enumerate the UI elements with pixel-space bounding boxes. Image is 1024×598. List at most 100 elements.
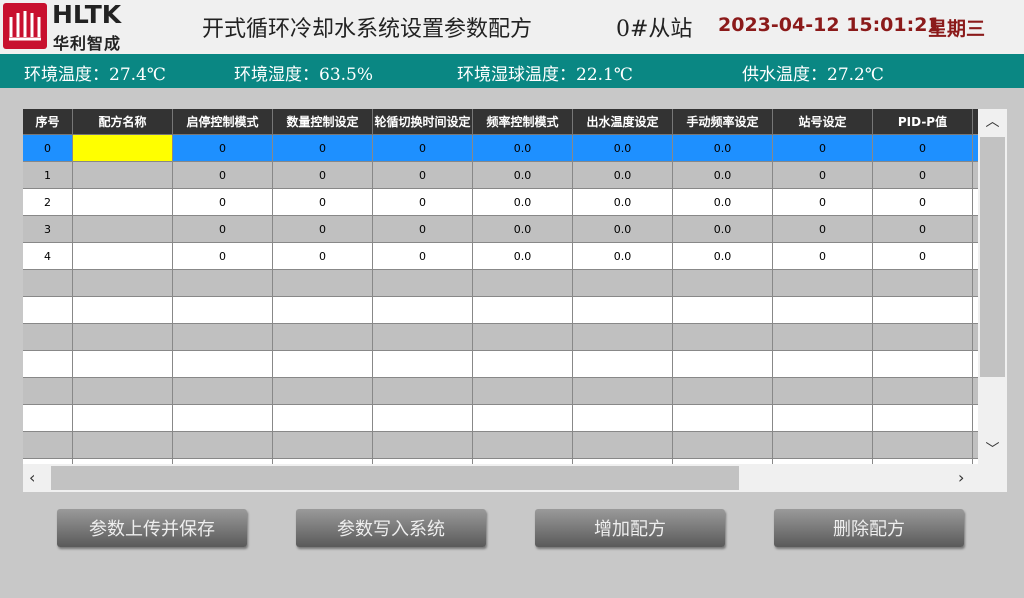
empty-cell[interactable] xyxy=(873,297,973,324)
empty-cell[interactable] xyxy=(673,324,773,351)
table-cell[interactable]: 0 xyxy=(373,189,473,216)
empty-cell[interactable] xyxy=(373,459,473,464)
empty-cell[interactable] xyxy=(373,351,473,378)
table-cell[interactable]: 0.0 xyxy=(473,243,573,270)
empty-cell[interactable] xyxy=(673,297,773,324)
h-scrollbar[interactable]: ‹ › xyxy=(23,464,1007,492)
table-cell[interactable]: 0 xyxy=(173,135,273,162)
empty-cell[interactable] xyxy=(23,378,73,405)
empty-cell[interactable] xyxy=(973,135,978,162)
table-cell[interactable]: 0.0 xyxy=(573,243,673,270)
table-cell[interactable]: 0 xyxy=(373,216,473,243)
empty-cell[interactable] xyxy=(573,405,673,432)
empty-cell[interactable] xyxy=(473,459,573,464)
table-cell[interactable]: 0 xyxy=(173,189,273,216)
table-cell[interactable]: 0 xyxy=(173,162,273,189)
empty-cell[interactable] xyxy=(773,432,873,459)
empty-cell[interactable] xyxy=(873,378,973,405)
empty-cell[interactable] xyxy=(873,459,973,464)
empty-cell[interactable] xyxy=(473,324,573,351)
empty-cell[interactable] xyxy=(373,297,473,324)
table-cell[interactable]: 0 xyxy=(273,162,373,189)
table-cell[interactable]: 0.0 xyxy=(673,243,773,270)
empty-cell[interactable] xyxy=(573,270,673,297)
empty-cell[interactable] xyxy=(973,189,978,216)
table-cell[interactable]: 0.0 xyxy=(473,216,573,243)
empty-cell[interactable] xyxy=(873,351,973,378)
empty-cell[interactable] xyxy=(373,324,473,351)
empty-cell[interactable] xyxy=(473,297,573,324)
empty-cell[interactable] xyxy=(23,459,73,464)
empty-cell[interactable] xyxy=(973,270,978,297)
empty-cell[interactable] xyxy=(273,405,373,432)
empty-cell[interactable] xyxy=(473,432,573,459)
table-cell[interactable]: 0 xyxy=(273,189,373,216)
empty-cell[interactable] xyxy=(773,324,873,351)
empty-cell[interactable] xyxy=(773,459,873,464)
table-cell[interactable]: 0 xyxy=(273,243,373,270)
empty-cell[interactable] xyxy=(473,351,573,378)
empty-cell[interactable] xyxy=(873,405,973,432)
action-button[interactable]: 参数上传并保存 xyxy=(57,509,247,547)
empty-cell[interactable] xyxy=(73,162,173,189)
empty-cell[interactable] xyxy=(773,270,873,297)
table-cell[interactable]: 0 xyxy=(373,162,473,189)
scroll-down[interactable]: ﹀ xyxy=(985,442,1000,458)
empty-cell[interactable] xyxy=(573,297,673,324)
table-cell[interactable]: 3 xyxy=(23,216,73,243)
empty-cell[interactable] xyxy=(673,459,773,464)
empty-cell[interactable] xyxy=(673,270,773,297)
scroll-thumb[interactable] xyxy=(980,137,1005,377)
empty-cell[interactable] xyxy=(73,351,173,378)
table-cell[interactable]: 0 xyxy=(873,243,973,270)
empty-cell[interactable] xyxy=(173,297,273,324)
table-cell[interactable]: 0.0 xyxy=(473,135,573,162)
empty-cell[interactable] xyxy=(273,432,373,459)
empty-cell[interactable] xyxy=(23,351,73,378)
empty-cell[interactable] xyxy=(673,405,773,432)
table-cell[interactable]: 0 xyxy=(773,243,873,270)
empty-cell[interactable] xyxy=(73,405,173,432)
table-cell[interactable]: 0.0 xyxy=(573,162,673,189)
empty-cell[interactable] xyxy=(73,216,173,243)
table-cell[interactable]: 0 xyxy=(173,216,273,243)
table-cell[interactable]: 0 xyxy=(773,162,873,189)
table-cell[interactable]: 0 xyxy=(773,135,873,162)
table-cell[interactable]: 1 xyxy=(23,162,73,189)
empty-cell[interactable] xyxy=(273,270,373,297)
empty-cell[interactable] xyxy=(173,459,273,464)
action-button[interactable]: 增加配方 xyxy=(535,509,725,547)
action-button[interactable]: 删除配方 xyxy=(774,509,964,547)
empty-cell[interactable] xyxy=(973,297,978,324)
empty-cell[interactable] xyxy=(173,405,273,432)
empty-cell[interactable] xyxy=(473,378,573,405)
empty-cell[interactable] xyxy=(973,162,978,189)
v-scrollbar[interactable]: ︿ ﹀ xyxy=(978,109,1007,464)
table-cell[interactable]: 0 xyxy=(23,135,73,162)
table-cell[interactable]: 0 xyxy=(173,243,273,270)
empty-cell[interactable] xyxy=(73,324,173,351)
empty-cell[interactable] xyxy=(473,270,573,297)
empty-cell[interactable] xyxy=(673,378,773,405)
empty-cell[interactable] xyxy=(973,243,978,270)
table-cell[interactable]: 2 xyxy=(23,189,73,216)
empty-cell[interactable] xyxy=(973,351,978,378)
table-cell[interactable]: 0.0 xyxy=(673,162,773,189)
table-cell[interactable]: 0.0 xyxy=(673,189,773,216)
scroll-left[interactable]: ‹ xyxy=(29,468,36,487)
empty-cell[interactable] xyxy=(273,459,373,464)
table-cell[interactable]: 0.0 xyxy=(473,162,573,189)
empty-cell[interactable] xyxy=(273,297,373,324)
empty-cell[interactable] xyxy=(23,270,73,297)
table-cell[interactable]: 0.0 xyxy=(473,189,573,216)
table-cell[interactable]: 0 xyxy=(373,243,473,270)
empty-cell[interactable] xyxy=(73,189,173,216)
table-cell[interactable]: 0 xyxy=(773,216,873,243)
empty-cell[interactable] xyxy=(573,432,673,459)
empty-cell[interactable] xyxy=(973,378,978,405)
empty-cell[interactable] xyxy=(673,432,773,459)
empty-cell[interactable] xyxy=(73,243,173,270)
scroll-right[interactable]: › xyxy=(958,468,965,487)
empty-cell[interactable] xyxy=(373,378,473,405)
empty-cell[interactable] xyxy=(473,405,573,432)
